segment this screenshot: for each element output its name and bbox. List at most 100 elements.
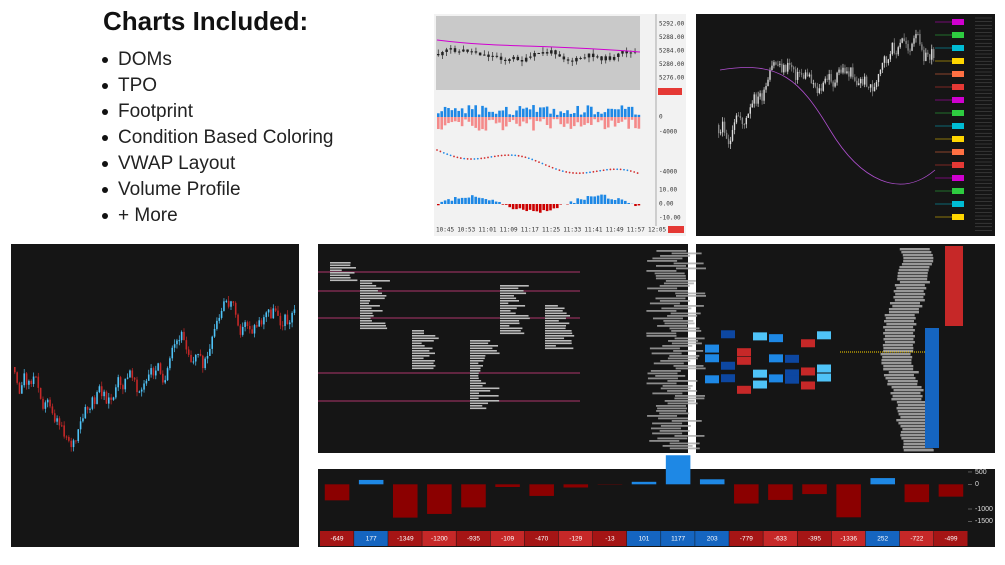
tpo-row: [360, 280, 390, 282]
tpo-row: [470, 375, 479, 377]
volume-down: [457, 117, 460, 122]
osc-bar: [522, 204, 525, 210]
tpo-row: [412, 340, 434, 342]
candle-body: [806, 72, 809, 77]
candle-body: [763, 89, 765, 101]
candle-body: [474, 51, 478, 53]
dom-bin: [883, 326, 914, 329]
tpo-row: [360, 312, 373, 315]
candle-body: [166, 368, 169, 381]
delta-cell: [661, 531, 695, 546]
candle-body: [105, 391, 108, 404]
candle-body: [761, 93, 763, 101]
tpo-row: [500, 310, 511, 312]
delta-dot: [510, 154, 513, 157]
dom-bin: [897, 272, 928, 275]
candle-body: [541, 52, 545, 54]
volume-bin: [657, 325, 688, 327]
tpo-row: [470, 347, 493, 350]
dom-cell: [817, 364, 831, 373]
dom-bin: [888, 308, 919, 311]
volume-up: [549, 113, 552, 117]
delta-dot: [500, 154, 503, 157]
volume-up: [457, 110, 460, 117]
candle-body: [288, 322, 291, 325]
bullet-text: VWAP Layout: [118, 153, 236, 174]
volume-down: [569, 117, 573, 129]
level-tag: [952, 136, 964, 142]
tpo-row: [545, 327, 566, 330]
tpo-row: [470, 377, 479, 380]
tpo-row: [470, 407, 487, 410]
osc-bar: [600, 194, 603, 204]
candle-body: [23, 373, 25, 386]
candle-body: [816, 86, 819, 93]
volume-down: [624, 117, 627, 120]
delta-dot: [466, 158, 469, 160]
osc-bar: [576, 198, 579, 204]
candle-body: [741, 117, 744, 125]
tpo-row: [360, 322, 386, 325]
volume-bin: [647, 415, 678, 417]
volume-bin: [674, 395, 705, 397]
candle-body: [889, 54, 892, 60]
volume-down: [583, 117, 586, 125]
candle-body: [122, 385, 124, 390]
candle-body: [108, 397, 110, 404]
delta-cell: [729, 531, 763, 546]
candle-body: [830, 74, 832, 82]
osc-bar: [467, 197, 471, 204]
delta-bar: [563, 484, 589, 488]
volume-bin: [651, 352, 682, 355]
delta-label: -129: [569, 536, 582, 543]
delta-dot: [442, 151, 445, 154]
candle-body: [49, 399, 51, 407]
osc-bar: [535, 204, 539, 212]
candle-body: [789, 62, 791, 65]
volume-up: [498, 110, 501, 117]
dom-bin: [893, 290, 924, 293]
volume-up: [522, 108, 525, 117]
tpo-row: [360, 317, 371, 320]
tpo-row: [470, 395, 499, 397]
volume-bin: [671, 330, 702, 332]
delta-cell: [388, 531, 422, 546]
volume-down: [447, 117, 450, 124]
delta-dot: [636, 172, 639, 174]
osc-bar: [484, 199, 488, 204]
tpo-row: [360, 282, 373, 285]
volume-down: [467, 117, 471, 122]
tpo-row: [545, 330, 572, 332]
tpo-row: [330, 279, 358, 282]
dom-cell: [705, 375, 719, 384]
tpo-row: [412, 352, 435, 355]
volume-down: [637, 117, 641, 129]
candle-body: [216, 320, 218, 329]
candle-body: [68, 437, 70, 441]
tpo-row: [412, 347, 433, 350]
volume-down: [481, 117, 484, 130]
candle-body: [230, 301, 232, 307]
dom-bin: [897, 410, 928, 413]
profile-panel: [696, 14, 995, 236]
delta-dot: [561, 170, 564, 173]
tpo-row: [412, 350, 430, 352]
delta-dot: [446, 153, 449, 156]
dom-bin: [888, 311, 919, 314]
volume-up: [600, 113, 603, 117]
heading: Charts Included:: [103, 6, 308, 36]
volume-up: [637, 114, 641, 117]
volume-up: [450, 110, 454, 117]
tpo-row: [360, 285, 377, 287]
candle-body: [836, 72, 838, 83]
bullet-dot: [102, 57, 108, 63]
candle-body: [63, 425, 65, 437]
volume-down: [484, 117, 488, 131]
tpo-row: [500, 285, 529, 287]
dom-bin: [883, 350, 914, 353]
volume-down: [522, 117, 525, 122]
bullet-dot: [102, 83, 108, 89]
tpo-row: [330, 272, 355, 274]
volume-bin: [653, 362, 684, 365]
volume-down: [508, 117, 511, 122]
